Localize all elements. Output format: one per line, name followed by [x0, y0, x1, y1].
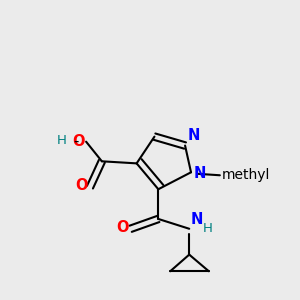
Text: N: N — [194, 166, 206, 181]
Text: O: O — [72, 134, 85, 149]
Text: -: - — [73, 134, 78, 148]
Text: O: O — [75, 178, 88, 193]
Text: N: N — [188, 128, 200, 143]
Text: methyl: methyl — [222, 168, 271, 182]
Text: H: H — [57, 134, 67, 147]
Text: O: O — [116, 220, 128, 235]
Text: H: H — [202, 222, 212, 235]
Text: N: N — [191, 212, 203, 227]
